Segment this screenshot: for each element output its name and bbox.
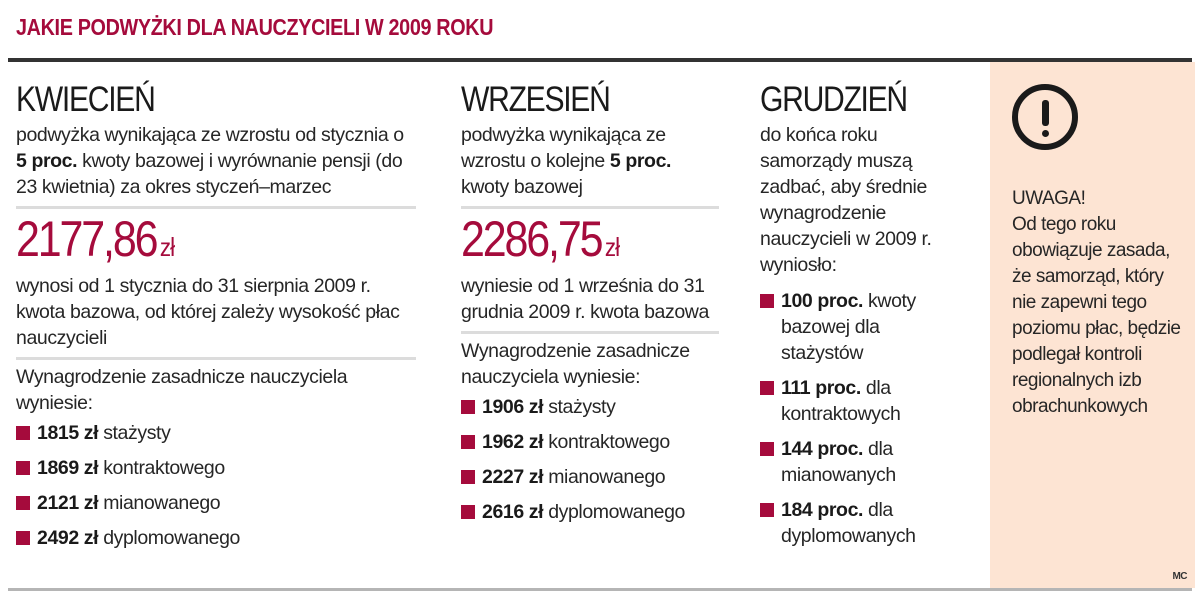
- amount-value: 2286,75: [461, 211, 604, 267]
- exclamation-bar: [1042, 100, 1049, 126]
- exclamation-circle-icon: [1012, 84, 1078, 150]
- list-item: 100 proc. kwoty bazowej dla stażystów: [760, 288, 940, 366]
- percent-list: 100 proc. kwoty bazowej dla stażystów 11…: [760, 288, 940, 549]
- bullet-square-icon: [461, 505, 475, 519]
- section-divider: [461, 206, 719, 209]
- salary-intro: Wynagrodzenie zasadnicze nauczyciela wyn…: [16, 366, 348, 414]
- percent-label: kwoty bazowej dla stażystów: [781, 290, 916, 364]
- top-divider: [8, 58, 1192, 62]
- list-item: 1962 zł kontraktowego: [461, 429, 719, 455]
- month-heading: GRUDZIEŃ: [760, 80, 908, 119]
- intro-text-end: kwoty bazowej: [461, 176, 583, 198]
- page-title: JAKIE PODWYŻKI DLA NAUCZYCIELI W 2009 RO…: [16, 14, 494, 40]
- intro-percent: 5 proc.: [16, 150, 78, 172]
- salary-label: kontraktowego: [98, 457, 225, 479]
- section-divider: [16, 357, 416, 360]
- percent-value: 111 proc.: [781, 377, 861, 399]
- december-description: do końca roku samorządy muszą zadbać, ab…: [760, 124, 932, 276]
- list-item: 2616 zł dyplomowanego: [461, 499, 719, 525]
- salary-amount: 2121 zł: [37, 492, 99, 514]
- raise-description: podwyżka wynikająca ze wzrostu od styczn…: [16, 122, 416, 200]
- bullet-square-icon: [16, 461, 30, 475]
- list-item: 184 proc. dla dyplomowanych: [760, 497, 940, 549]
- currency-unit: zł: [604, 232, 620, 262]
- base-amount: 2286,75 zł: [461, 213, 683, 273]
- section-divider: [16, 206, 416, 209]
- salary-label: dyplomowanego: [98, 527, 241, 549]
- column-december: GRUDZIEŃ do końca roku samorządy muszą z…: [760, 78, 985, 558]
- author-credit: MC: [1172, 571, 1187, 582]
- intro-text: podwyżka wynikająca ze wzrostu o kolejne: [461, 124, 666, 172]
- list-item: 1906 zł stażysty: [461, 394, 719, 420]
- column-april: KWIECIEŃ podwyżka wynikająca ze wzrostu …: [16, 78, 416, 560]
- bottom-divider: [8, 588, 1192, 591]
- exclamation-dot: [1042, 130, 1049, 137]
- salary-amount: 2616 zł: [482, 501, 544, 523]
- salary-label: kontraktowego: [543, 431, 670, 453]
- list-item: 111 proc. dla kontraktowych: [760, 375, 940, 427]
- list-item: 1815 zł stażysty: [16, 420, 416, 446]
- salary-intro: Wynagrodzenie zasadnicze nauczyciela wyn…: [461, 340, 690, 388]
- column-september: WRZESIEŃ podwyżka wynikająca ze wzrostu …: [461, 78, 719, 534]
- base-amount: 2177,86 zł: [16, 213, 360, 273]
- salary-label: stażysty: [543, 396, 616, 418]
- list-item: 144 proc. dla mianowanych: [760, 436, 940, 488]
- month-heading: WRZESIEŃ: [461, 80, 611, 119]
- bullet-square-icon: [760, 503, 774, 517]
- bullet-square-icon: [760, 442, 774, 456]
- bullet-square-icon: [461, 470, 475, 484]
- warning-heading: UWAGA!: [1012, 188, 1086, 209]
- list-item: 2121 zł mianowanego: [16, 490, 416, 516]
- warning-body: Od tego roku obowiązuje zasada, że samor…: [1012, 214, 1181, 417]
- percent-label: dla mianowanych: [781, 438, 896, 486]
- percent-value: 100 proc.: [781, 290, 864, 312]
- bullet-square-icon: [16, 426, 30, 440]
- intro-text-end: kwoty bazowej i wyrównanie pensji (do 23…: [16, 150, 403, 198]
- currency-unit: zł: [159, 232, 175, 262]
- month-heading: KWIECIEŃ: [16, 80, 156, 119]
- salary-amount: 1906 zł: [482, 396, 544, 418]
- salary-amount: 2492 zł: [37, 527, 99, 549]
- bullet-square-icon: [760, 381, 774, 395]
- intro-percent: 5 proc.: [609, 150, 672, 172]
- salary-label: dyplomowanego: [543, 501, 686, 523]
- salary-amount: 1815 zł: [37, 422, 99, 444]
- intro-text: podwyżka wynikająca ze wzrostu od styczn…: [16, 124, 404, 146]
- list-item: 2227 zł mianowanego: [461, 464, 719, 490]
- list-item: 1869 zł kontraktowego: [16, 455, 416, 481]
- warning-panel: UWAGA! Od tego roku obowiązuje zasada, ż…: [990, 62, 1195, 588]
- percent-label: dla dyplomowanych: [781, 499, 916, 547]
- salary-label: mianowanego: [543, 466, 666, 488]
- amount-value: 2177,86: [16, 211, 159, 267]
- raise-description: podwyżka wynikająca ze wzrostu o kolejne…: [461, 122, 719, 200]
- bullet-square-icon: [16, 531, 30, 545]
- bullet-square-icon: [760, 294, 774, 308]
- section-divider: [461, 331, 719, 334]
- salary-label: mianowanego: [98, 492, 221, 514]
- salary-label: stażysty: [98, 422, 171, 444]
- warning-text: UWAGA! Od tego roku obowiązuje zasada, ż…: [1012, 186, 1190, 420]
- amount-description: wyniesie od 1 września do 31 grudnia 200…: [461, 275, 709, 323]
- salary-amount: 1962 zł: [482, 431, 544, 453]
- bullet-square-icon: [16, 496, 30, 510]
- list-item: 2492 zł dyplomowanego: [16, 525, 416, 551]
- bullet-square-icon: [461, 435, 475, 449]
- salary-amount: 1869 zł: [37, 457, 99, 479]
- salary-list: 1815 zł stażysty 1869 zł kontraktowego 2…: [16, 420, 416, 551]
- percent-value: 184 proc.: [781, 499, 864, 521]
- percent-label: dla kontraktowych: [781, 377, 901, 425]
- salary-list: 1906 zł stażysty 1962 zł kontraktowego 2…: [461, 394, 719, 525]
- percent-value: 144 proc.: [781, 438, 864, 460]
- salary-amount: 2227 zł: [482, 466, 544, 488]
- amount-description: wynosi od 1 stycznia do 31 sierpnia 2009…: [16, 275, 400, 349]
- bullet-square-icon: [461, 400, 475, 414]
